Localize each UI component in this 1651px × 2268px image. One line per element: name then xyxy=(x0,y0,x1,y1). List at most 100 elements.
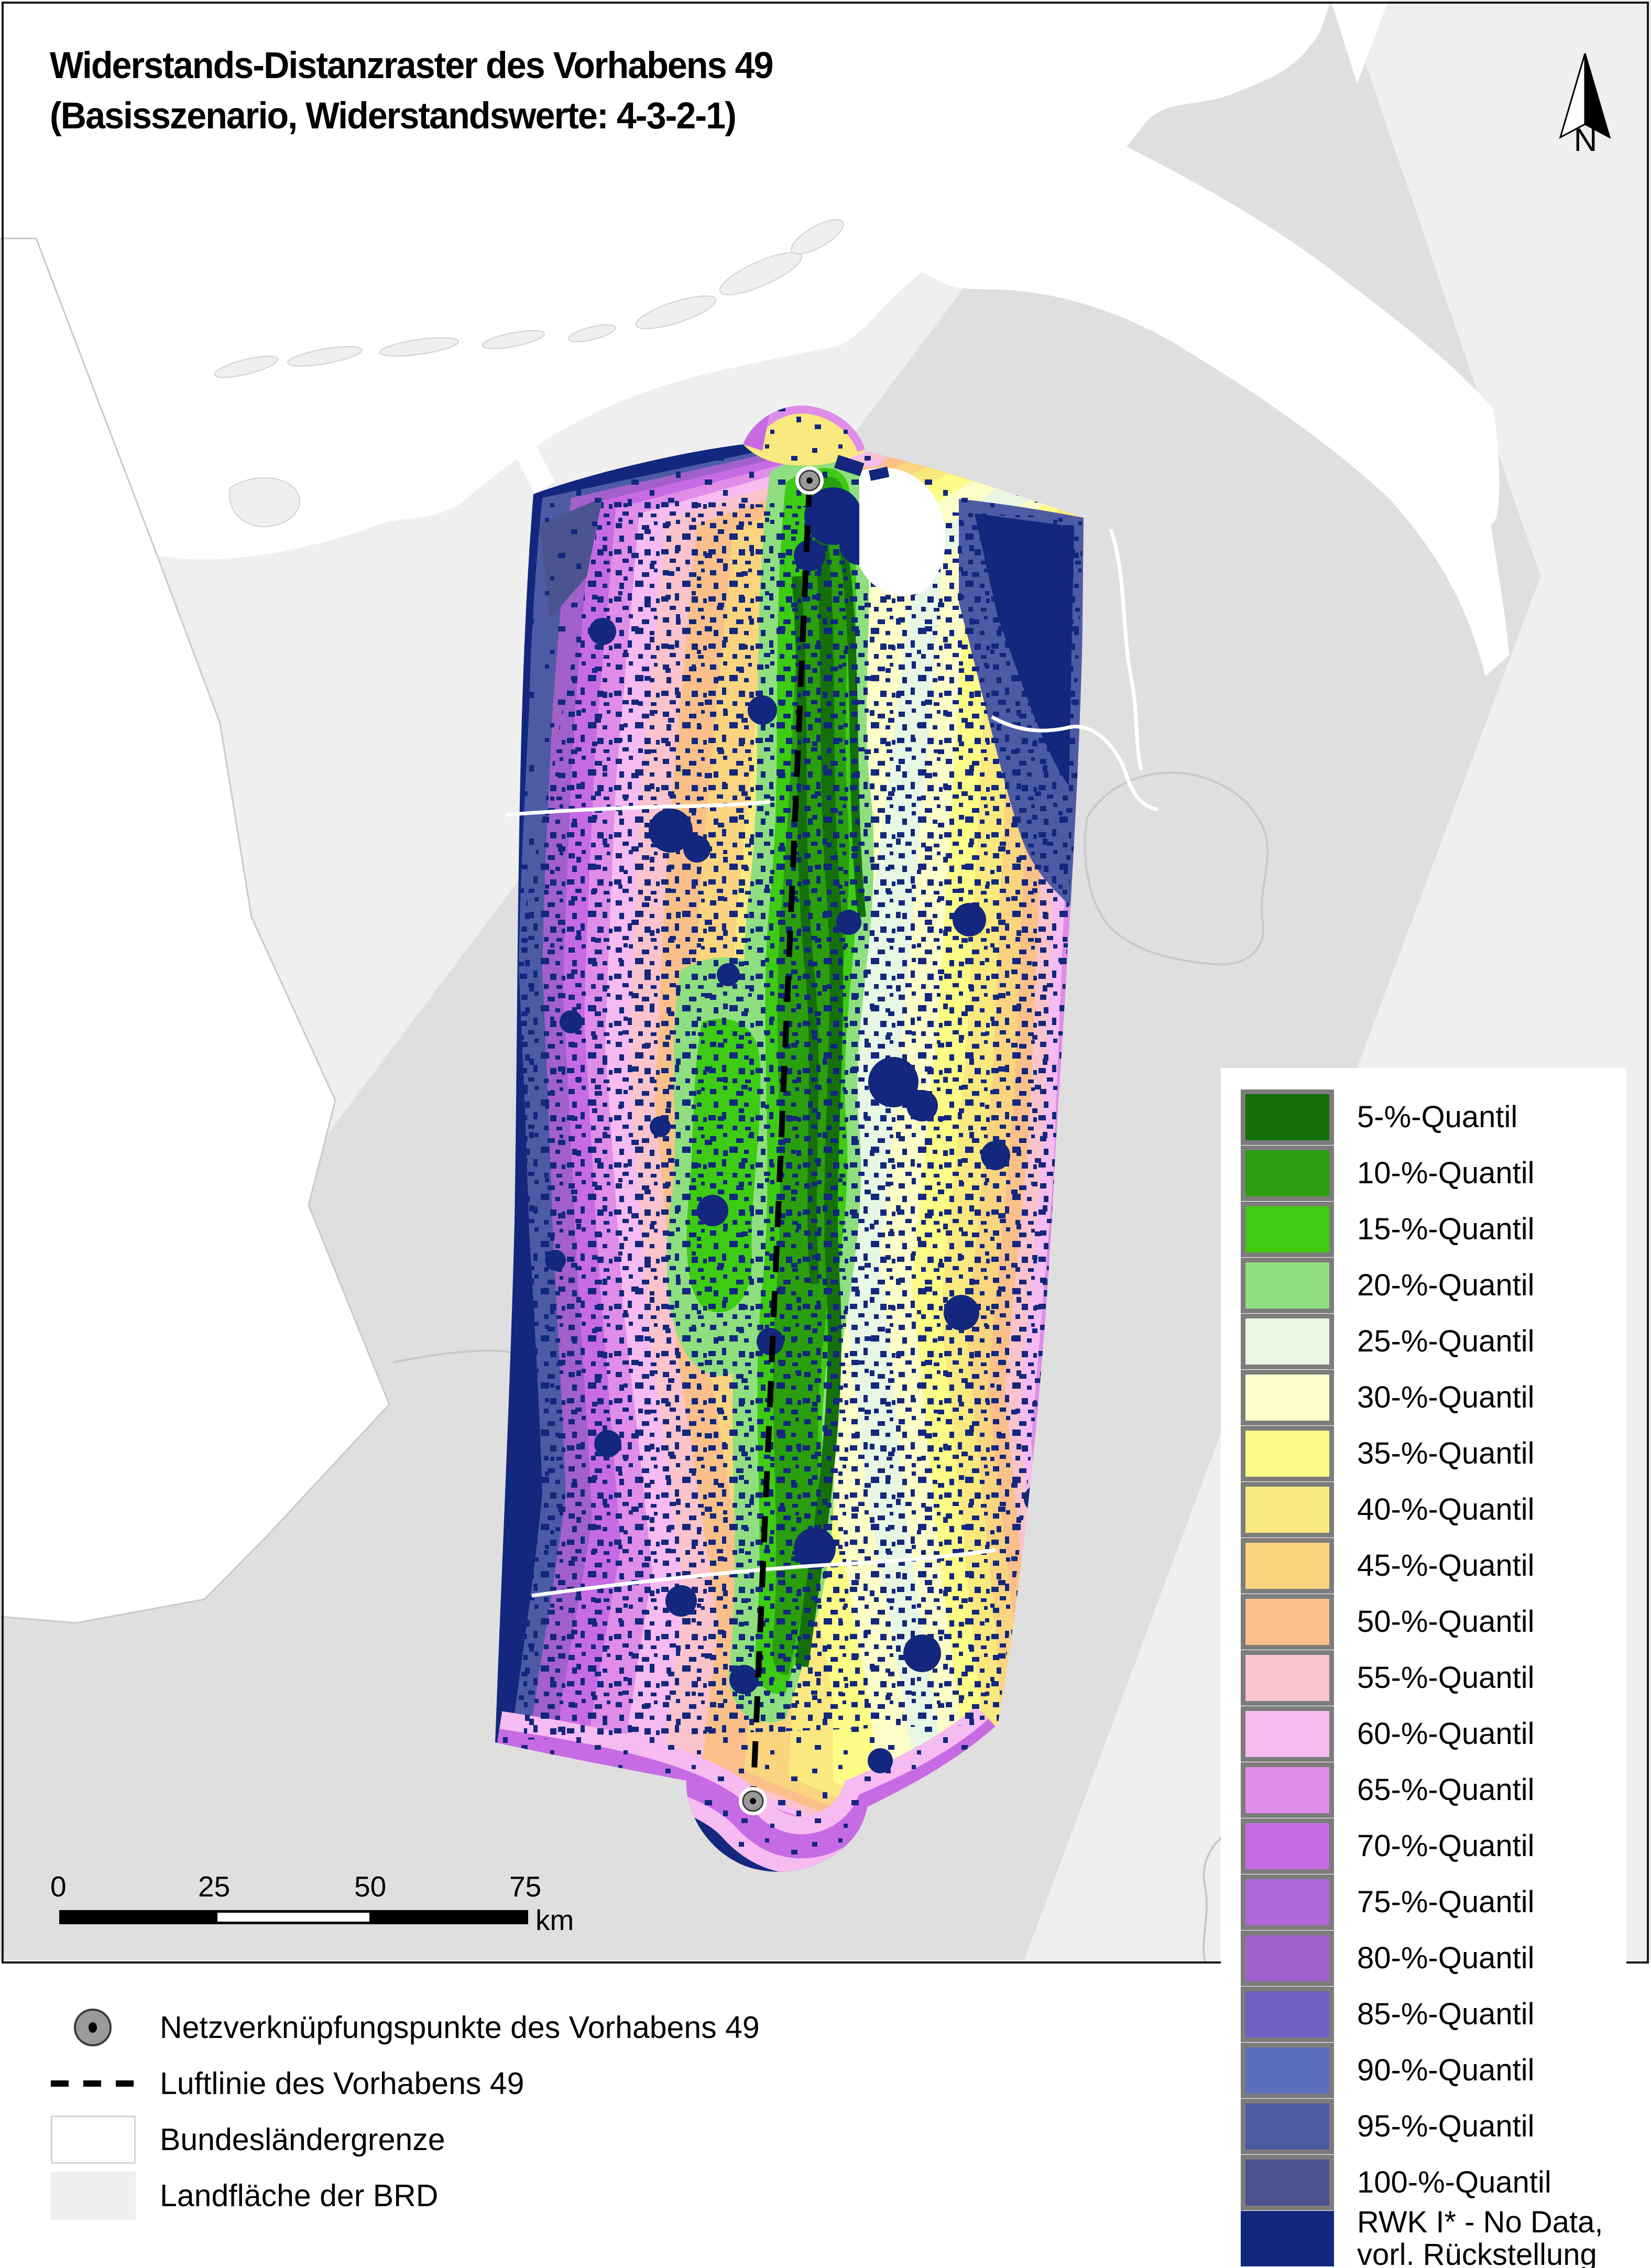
map-title: Widerstands-Distanzraster des Vorhabens … xyxy=(50,41,774,141)
quantile-legend-row: 90-%-Quantil xyxy=(1241,2043,1626,2098)
network-connection-point-north xyxy=(795,466,824,495)
quantile-color-swatch xyxy=(1241,1426,1334,1481)
sea-areas xyxy=(0,0,1509,676)
quantile-legend-row: 15-%-Quantil xyxy=(1241,1202,1626,1257)
network-connection-point-south xyxy=(739,1787,767,1815)
quantile-legend-row: 60-%-Quantil xyxy=(1241,1706,1626,1762)
quantile-legend-row: 70-%-Quantil xyxy=(1241,1818,1626,1874)
state-borders-white xyxy=(505,528,1158,1598)
quantile-legend-row: 5-%-Quantil xyxy=(1241,1089,1626,1145)
quantile-legend-row: 95-%-Quantil xyxy=(1241,2099,1626,2154)
map-frame xyxy=(2,2,1649,1964)
map-title-line1: Widerstands-Distanzraster des Vorhabens … xyxy=(50,45,774,86)
quantile-legend-row: 55-%-Quantil xyxy=(1241,1650,1626,1706)
quantile-label: 70-%-Quantil xyxy=(1357,1829,1535,1863)
quantile-legend-row: 35-%-Quantil xyxy=(1241,1426,1626,1481)
map-legend-label: Bundesländergrenze xyxy=(160,2122,445,2157)
scale-tick-25: 25 xyxy=(198,1870,231,1903)
quantile-label: 25-%-Quantil xyxy=(1357,1324,1535,1358)
quantile-label: 10-%-Quantil xyxy=(1357,1156,1535,1190)
network-point-icon xyxy=(74,2008,112,2046)
quantile-legend-row: RWK I* - No Data, vorl. Rückstellung xyxy=(1241,2206,1626,2268)
quantile-color-swatch xyxy=(1241,1538,1334,1594)
quantile-color-swatch xyxy=(1241,1931,1334,1986)
quantile-label: 5-%-Quantil xyxy=(1357,1100,1518,1134)
quantile-label: 85-%-Quantil xyxy=(1357,1997,1535,2031)
quantile-color-swatch xyxy=(1241,2155,1334,2210)
map-title-line2: (Basisszenario, Widerstandswerte: 4-3-2-… xyxy=(50,95,737,137)
quantile-label: 65-%-Quantil xyxy=(1357,1773,1535,1807)
white-box-icon xyxy=(50,2115,160,2164)
quantile-label: RWK I* - No Data, vorl. Rückstellung xyxy=(1357,2205,1603,2268)
quantile-label: 40-%-Quantil xyxy=(1357,1492,1535,1526)
map-legend-label: Netzverknüpfungspunkte des Vorhabens 49 xyxy=(160,2010,760,2045)
quantile-legend-row: 75-%-Quantil xyxy=(1241,1874,1626,1930)
quantile-label: 80-%-Quantil xyxy=(1357,1941,1535,1975)
quantile-label: 100-%-Quantil xyxy=(1357,2165,1551,2199)
quantile-legend-row: 100-%-Quantil xyxy=(1241,2155,1626,2210)
quantile-color-swatch xyxy=(1241,1706,1334,1762)
quantile-color-swatch xyxy=(1241,1258,1334,1313)
quantile-label: 30-%-Quantil xyxy=(1357,1380,1535,1414)
map-symbol-legend: Netzverknüpfungspunkte des Vorhabens 49 L… xyxy=(50,1999,888,2223)
quantile-color-swatch xyxy=(1241,1762,1334,1818)
quantile-color-swatch xyxy=(1241,1202,1334,1257)
scale-tick-75: 75 xyxy=(509,1870,542,1903)
quantile-label: 95-%-Quantil xyxy=(1357,2109,1535,2143)
map-legend-row: Luftlinie des Vorhabens 49 xyxy=(50,2055,888,2111)
quantile-label: 15-%-Quantil xyxy=(1357,1212,1535,1246)
quantile-legend-row: 25-%-Quantil xyxy=(1241,1314,1626,1369)
luftlinie-dashed-line xyxy=(750,480,813,1802)
north-arrow-icon xyxy=(1559,53,1611,139)
map-legend-label: Landfläche der BRD xyxy=(160,2178,439,2213)
quantile-legend-row: 85-%-Quantil xyxy=(1241,1987,1626,2042)
quantile-color-swatch xyxy=(1241,1370,1334,1425)
dashed-line-icon xyxy=(51,2080,146,2087)
quantile-legend-row: 30-%-Quantil xyxy=(1241,1370,1626,1425)
map-legend-row: Bundesländergrenze xyxy=(50,2111,888,2167)
scale-unit: km xyxy=(535,1904,574,1936)
quantile-label: 55-%-Quantil xyxy=(1357,1661,1535,1695)
scale-bar xyxy=(59,1910,528,1924)
quantile-color-swatch xyxy=(1241,1146,1334,1201)
scale-tick-0: 0 xyxy=(50,1870,67,1903)
map-legend-row: Landfläche der BRD xyxy=(50,2167,888,2223)
gray-box-icon xyxy=(50,2171,160,2220)
map-legend-row: Netzverknüpfungspunkte des Vorhabens 49 xyxy=(50,1999,888,2055)
quantile-color-swatch xyxy=(1241,2043,1334,2098)
quantile-color-swatch xyxy=(1241,1482,1334,1538)
quantile-color-swatch xyxy=(1241,2211,1334,2266)
quantile-color-swatch xyxy=(1241,1874,1334,1930)
quantile-legend-row: 50-%-Quantil xyxy=(1241,1594,1626,1650)
quantile-legend-row: 65-%-Quantil xyxy=(1241,1762,1626,1818)
white-box-icon xyxy=(51,2115,136,2164)
quantile-color-swatch xyxy=(1241,1987,1334,2042)
network-point-icon xyxy=(50,2008,160,2046)
quantile-color-swatch xyxy=(1241,1650,1334,1706)
quantile-label: 90-%-Quantil xyxy=(1357,2053,1535,2087)
quantile-color-swatch xyxy=(1241,1314,1334,1369)
north-arrow-label: N xyxy=(1573,122,1598,158)
scale-tick-50: 50 xyxy=(354,1870,387,1903)
quantile-color-swatch xyxy=(1241,1818,1334,1874)
quantile-label: 45-%-Quantil xyxy=(1357,1549,1535,1583)
quantile-color-swatch xyxy=(1241,2099,1334,2154)
quantile-legend-panel[interactable]: 5-%-Quantil 10-%-Quantil 15-%-Quantil 20-%-… xyxy=(1221,1068,1626,2268)
quantile-legend-row: 40-%-Quantil xyxy=(1241,1482,1626,1538)
netherlands-area xyxy=(0,237,390,1624)
quantile-legend-row: 20-%-Quantil xyxy=(1241,1258,1626,1313)
quantile-legend-row: 10-%-Quantil xyxy=(1241,1146,1626,1201)
quantile-legend-row: 45-%-Quantil xyxy=(1241,1538,1626,1594)
gray-box-icon xyxy=(51,2171,136,2220)
quantile-label: 50-%-Quantil xyxy=(1357,1605,1535,1639)
map-legend-label: Luftlinie des Vorhabens 49 xyxy=(160,2066,524,2101)
quantile-label: 75-%-Quantil xyxy=(1357,1885,1535,1919)
quantile-label: 35-%-Quantil xyxy=(1357,1436,1535,1470)
harbour-fragments xyxy=(834,455,890,481)
frisian-islands xyxy=(214,219,844,528)
quantile-color-swatch xyxy=(1241,1594,1334,1650)
quantile-color-swatch xyxy=(1241,1089,1334,1145)
dashed-line-icon xyxy=(50,2080,160,2087)
